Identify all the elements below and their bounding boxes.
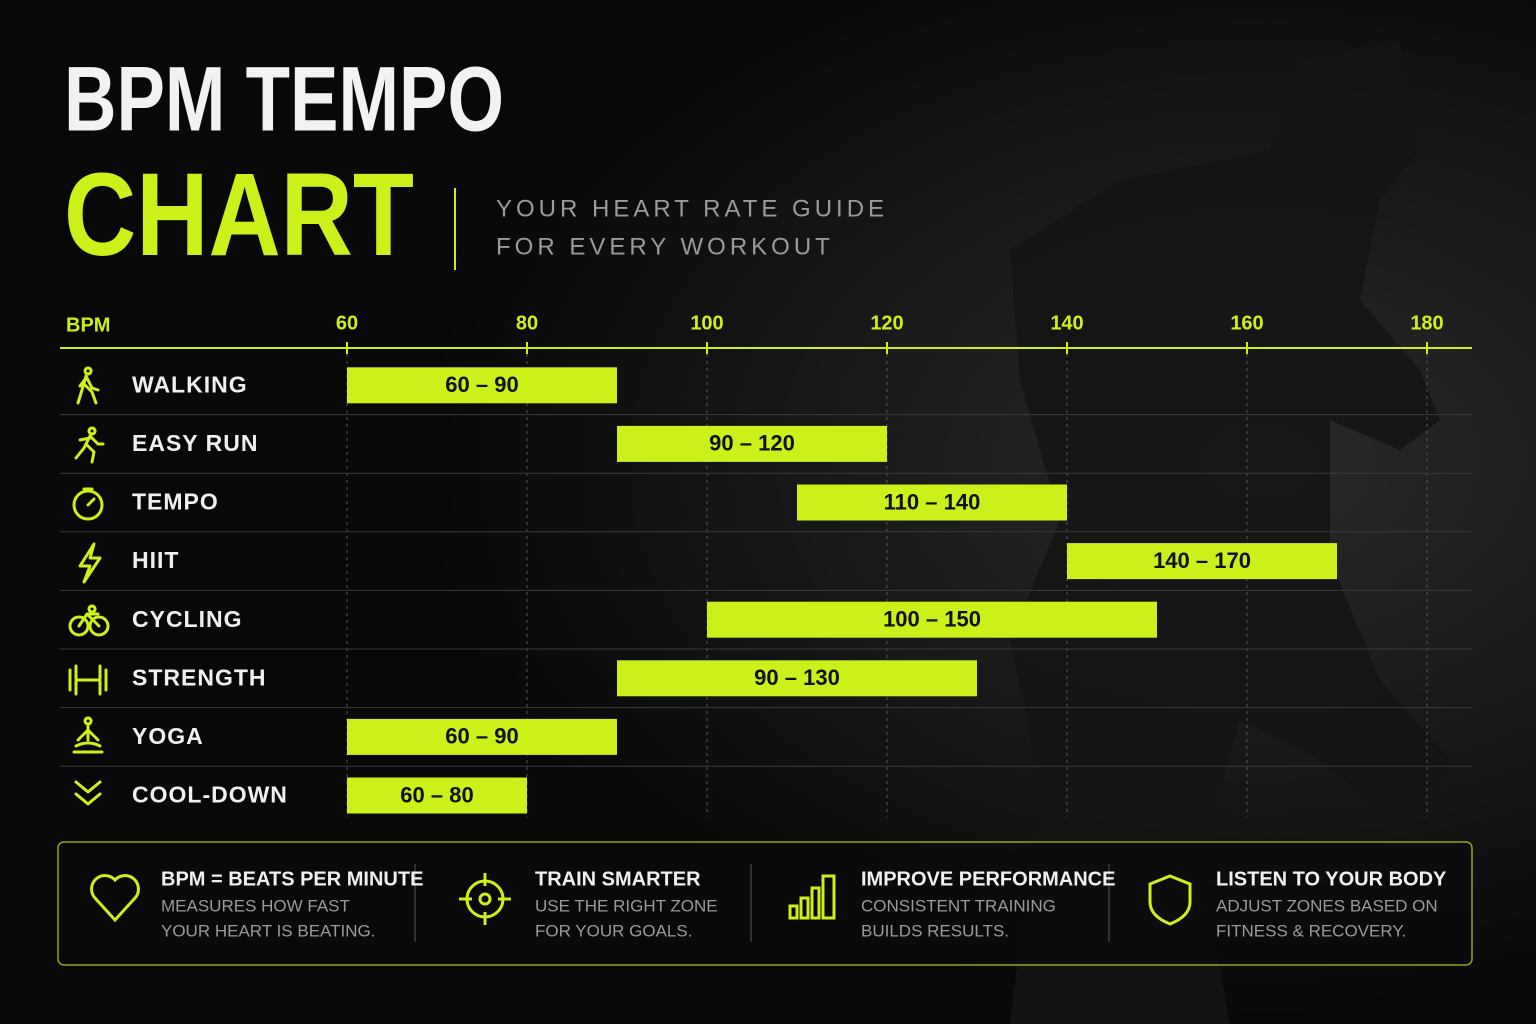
category-label: STRENGTH <box>132 664 267 690</box>
bar-label: 110 – 140 <box>884 489 981 514</box>
bar <box>797 484 1067 521</box>
category-label: CYCLING <box>132 606 243 632</box>
bar-label: 90 – 130 <box>754 665 840 690</box>
card-text: FITNESS & RECOVERY. <box>1216 921 1406 940</box>
x-tick-label: 180 <box>1410 312 1443 334</box>
row-icon <box>72 716 104 754</box>
bar-label: 60 – 90 <box>445 372 518 397</box>
x-tick-label: 60 <box>336 312 358 334</box>
x-axis-label: BPM <box>66 314 110 336</box>
row-icon <box>74 426 105 464</box>
bar <box>1067 543 1337 580</box>
category-label: COOL-DOWN <box>132 782 288 808</box>
row-icon <box>76 366 100 405</box>
card-text: BUILDS RESULTS. <box>861 921 1009 940</box>
card-text: FOR YOUR GOALS. <box>535 921 692 940</box>
card-title: LISTEN TO YOUR BODY <box>1216 868 1447 890</box>
subtitle-line: FOR EVERY WORKOUT <box>496 233 834 260</box>
row-icon <box>72 487 104 521</box>
x-tick-label: 80 <box>516 312 538 334</box>
bar-label: 60 – 80 <box>400 782 473 807</box>
info-panel <box>57 841 1473 966</box>
category-label: YOGA <box>132 723 204 749</box>
subtitle-line: YOUR HEART RATE GUIDE <box>496 195 888 222</box>
card-text: CONSISTENT TRAINING <box>861 896 1056 915</box>
heart-icon <box>90 874 140 923</box>
bar-label: 90 – 120 <box>709 431 795 456</box>
bar <box>617 425 887 462</box>
card-text: ADJUST ZONES BASED ON <box>1216 896 1438 915</box>
bar <box>347 718 617 755</box>
shield-icon <box>1148 874 1192 926</box>
bar-label: 100 – 150 <box>883 607 981 632</box>
x-tick-label: 100 <box>690 312 723 334</box>
bars-icon <box>788 874 836 920</box>
card-text: YOUR HEART IS BEATING. <box>161 921 375 940</box>
category-label: HIIT <box>132 547 179 573</box>
x-tick-label: 160 <box>1230 312 1263 334</box>
x-tick-label: 140 <box>1050 312 1083 334</box>
card-title: TRAIN SMARTER <box>535 868 701 890</box>
bar-label: 140 – 170 <box>1153 548 1251 573</box>
bar <box>707 601 1157 638</box>
card-title: IMPROVE PERFORMANCE <box>861 868 1115 890</box>
row-icon <box>78 542 102 584</box>
bar-label: 60 – 90 <box>445 724 518 749</box>
row-icon <box>68 664 108 696</box>
title: BPM TEMPO <box>64 48 504 150</box>
category-label: WALKING <box>132 371 248 397</box>
row-icon <box>68 604 110 637</box>
bar <box>617 660 977 697</box>
x-tick-label: 120 <box>870 312 903 334</box>
bar <box>347 367 617 404</box>
target-icon <box>459 873 511 925</box>
card-text: MEASURES HOW FAST <box>161 896 350 915</box>
category-label: TEMPO <box>132 489 219 515</box>
row-icon <box>74 780 102 806</box>
card-title: BPM = BEATS PER MINUTE <box>161 868 423 890</box>
category-label: EASY RUN <box>132 430 258 456</box>
title-highlight: CHART <box>64 149 414 281</box>
card-text: USE THE RIGHT ZONE <box>535 896 718 915</box>
bar <box>347 777 527 814</box>
